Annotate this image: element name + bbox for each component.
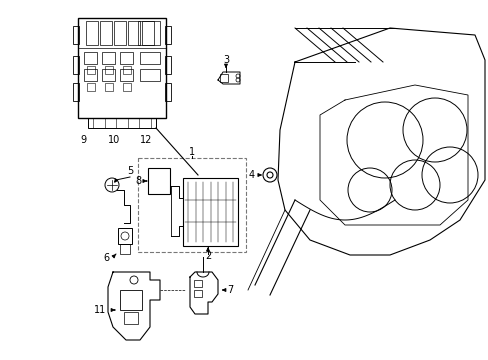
Bar: [120, 52, 133, 64]
Bar: [164, 26, 171, 44]
Bar: [140, 69, 160, 81]
Text: 6: 6: [103, 253, 109, 263]
Bar: [123, 83, 131, 91]
Text: 12: 12: [140, 135, 152, 145]
Bar: [73, 26, 79, 44]
Bar: [87, 66, 95, 74]
Bar: [120, 290, 142, 310]
Bar: [120, 69, 133, 81]
Bar: [87, 83, 95, 91]
Bar: [194, 290, 202, 297]
Text: 1: 1: [188, 147, 195, 157]
Text: 9: 9: [80, 135, 86, 145]
Text: 11: 11: [94, 305, 106, 315]
Bar: [164, 83, 171, 101]
Text: 8: 8: [135, 176, 141, 186]
Text: 7: 7: [226, 285, 233, 295]
Bar: [105, 83, 113, 91]
Bar: [102, 52, 115, 64]
Bar: [118, 228, 132, 244]
Bar: [88, 118, 156, 128]
Bar: [123, 66, 131, 74]
Bar: [100, 21, 112, 45]
Bar: [124, 312, 138, 324]
Bar: [183, 178, 238, 246]
Text: 2: 2: [204, 251, 211, 261]
Bar: [138, 21, 160, 45]
Bar: [164, 56, 171, 74]
Bar: [140, 52, 160, 64]
Bar: [194, 280, 202, 287]
Bar: [73, 83, 79, 101]
Bar: [120, 244, 130, 254]
Bar: [84, 69, 97, 81]
Bar: [86, 21, 98, 45]
Bar: [84, 52, 97, 64]
Bar: [148, 168, 170, 194]
Bar: [220, 74, 227, 82]
Bar: [128, 21, 140, 45]
Text: 5: 5: [126, 166, 133, 176]
Bar: [73, 56, 79, 74]
Bar: [102, 69, 115, 81]
Text: 4: 4: [248, 170, 255, 180]
Bar: [138, 158, 245, 252]
Text: 3: 3: [223, 55, 228, 65]
Text: 10: 10: [108, 135, 120, 145]
Bar: [105, 66, 113, 74]
Bar: [78, 18, 165, 118]
Bar: [114, 21, 126, 45]
Bar: [142, 21, 154, 45]
